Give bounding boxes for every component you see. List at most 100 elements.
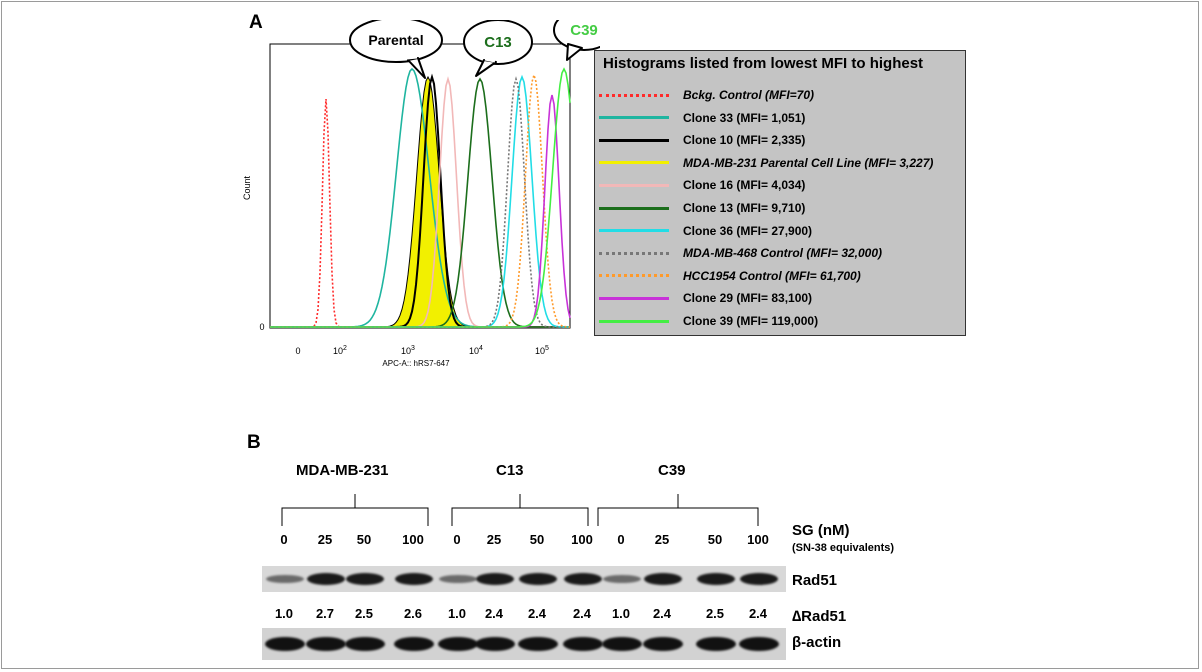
legend-swatch — [599, 251, 669, 255]
rad51-ratio: 2.4 — [527, 606, 547, 621]
delta-rad51-label: ∆Rad51 — [792, 608, 847, 625]
rad51-ratio: 2.6 — [403, 606, 423, 621]
parental-bubble-label: Parental — [368, 32, 423, 48]
actin-band — [696, 637, 736, 651]
parental-bubble: Parental — [349, 20, 443, 79]
lane-concentration: 50 — [529, 532, 545, 547]
legend-label: Clone 10 (MFI= 2,335) — [683, 133, 806, 148]
rad51-ratio: 2.4 — [652, 606, 672, 621]
legend-swatch — [599, 138, 669, 142]
rad51-ratio: 2.4 — [484, 606, 504, 621]
legend-swatch — [599, 161, 669, 165]
actin-band — [345, 637, 385, 651]
lane-concentration: 0 — [453, 532, 461, 547]
rad51-label: Rad51 — [792, 572, 838, 589]
actin-label: β-actin — [792, 634, 842, 651]
rad51-band — [439, 575, 477, 583]
c39-bubble-label: C39 — [570, 22, 598, 39]
group-label-mda-mb-231: MDA-MB-231 — [296, 462, 389, 479]
histogram-curve — [270, 67, 571, 328]
legend-entry: Clone 10 (MFI= 2,335) — [599, 130, 805, 150]
panel-b-label: B — [247, 432, 261, 453]
lane-concentration: 100 — [747, 532, 769, 547]
rad51-band — [346, 573, 384, 585]
panel-a-label: A — [249, 12, 263, 33]
rad51-band — [644, 573, 682, 585]
rad51-band — [603, 575, 641, 583]
treatment-label: SG (nM) — [792, 522, 850, 539]
legend-entry: HCC1954 Control (MFI= 61,700) — [599, 266, 861, 286]
actin-band — [643, 637, 683, 651]
c39-bubble: C39 — [553, 20, 600, 61]
actin-band — [518, 637, 558, 651]
legend-label: Clone 39 (MFI= 119,000) — [683, 314, 819, 328]
legend-title: Histograms listed from lowest MFI to hig… — [603, 55, 924, 72]
legend-entry: Clone 39 (MFI= 119,000) — [599, 311, 818, 331]
legend-label: Bckg. Control (MFI=70) — [683, 88, 815, 102]
actin-band — [739, 637, 779, 651]
treatment-sublabel: (SN-38 equivalents) — [792, 542, 895, 554]
lane-concentration: 0 — [280, 532, 288, 547]
lane-concentration: 0 — [617, 532, 625, 547]
actin-band — [602, 637, 642, 651]
rad51-band — [697, 573, 735, 585]
y-axis-label: Count — [242, 176, 252, 201]
group-label-c39: C39 — [658, 462, 686, 479]
legend-swatch — [599, 319, 669, 323]
legend-entry: Clone 33 (MFI= 1,051) — [599, 108, 805, 128]
legend-entry: Clone 36 (MFI= 27,900) — [599, 221, 812, 241]
flow-histogram: Parental C13 C39 Count 0 0 102 103 104 105 A… — [242, 20, 600, 368]
rad51-band — [307, 573, 345, 585]
legend-swatch — [599, 116, 669, 120]
histogram-parental-filled — [270, 75, 570, 328]
rad51-ratio: 2.4 — [572, 606, 592, 621]
actin-band — [306, 637, 346, 651]
rad51-band — [564, 573, 602, 585]
legend-label: Clone 36 (MFI= 27,900) — [683, 223, 813, 238]
actin-band — [563, 637, 603, 651]
rad51-ratio: 1.0 — [611, 606, 631, 621]
actin-blot — [262, 628, 786, 660]
x-tick-label: 104 — [469, 345, 483, 356]
rad51-band — [395, 573, 433, 585]
histogram-legend: Histograms listed from lowest MFI to hig… — [594, 50, 966, 336]
legend-swatch — [599, 296, 669, 300]
legend-label: Clone 16 (MFI= 4,034) — [683, 178, 806, 193]
legend-label: MDA-MB-231 Parental Cell Line (MFI= 3,22… — [683, 155, 934, 170]
c13-bubble-label: C13 — [484, 34, 512, 51]
x-tick-label: 0 — [295, 346, 300, 356]
legend-swatch — [599, 274, 669, 278]
legend-swatch — [599, 183, 669, 187]
actin-band — [438, 637, 478, 651]
legend-swatch — [599, 229, 669, 233]
actin-band — [475, 637, 515, 651]
lane-concentration: 100 — [402, 532, 424, 547]
legend-label: Clone 13 (MFI= 9,710) — [683, 201, 806, 215]
legend-label: HCC1954 Control (MFI= 61,700) — [683, 268, 861, 283]
x-tick-label: 105 — [535, 345, 549, 356]
rad51-ratio: 2.5 — [705, 606, 725, 621]
x-axis-label: APC-A:: hRS7-647 — [382, 359, 450, 368]
lane-concentration: 50 — [707, 532, 723, 547]
legend-label: MDA-MB-468 Control (MFI= 32,000) — [683, 246, 883, 261]
rad51-ratio: 1.0 — [274, 606, 294, 621]
actin-band — [265, 637, 305, 651]
rad51-ratio: 2.4 — [748, 606, 768, 621]
lane-concentration: 50 — [356, 532, 372, 547]
lane-concentration: 25 — [317, 532, 333, 547]
c13-bubble: C13 — [463, 20, 533, 77]
actin-band — [394, 637, 434, 651]
legend-entry: MDA-MB-231 Parental Cell Line (MFI= 3,22… — [599, 153, 933, 173]
rad51-band — [266, 575, 304, 583]
rad51-ratio: 2.7 — [315, 606, 335, 621]
group-label-c13: C13 — [496, 462, 524, 479]
legend-entry: Clone 13 (MFI= 9,710) — [599, 198, 805, 218]
rad51-band — [476, 573, 514, 585]
legend-label: Clone 29 (MFI= 83,100) — [683, 291, 813, 306]
rad51-ratio: 1.0 — [447, 606, 467, 621]
y-zero-tick: 0 — [259, 322, 264, 332]
group-brackets — [281, 494, 759, 526]
rad51-ratio: 2.5 — [354, 606, 374, 621]
lane-concentration: 25 — [654, 532, 670, 547]
